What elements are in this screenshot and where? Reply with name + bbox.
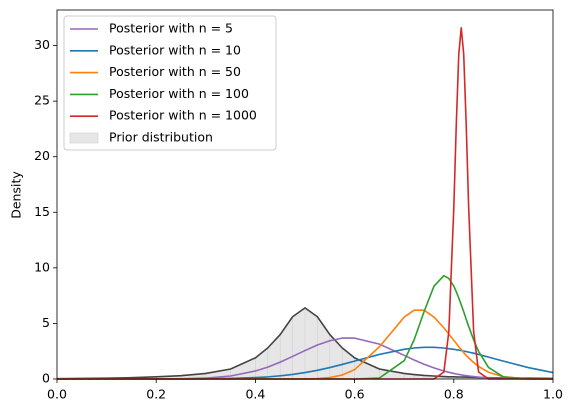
y-tick-label: 25: [34, 93, 50, 108]
x-tick-label: 0.6: [345, 387, 365, 402]
x-tick-label: 0.4: [245, 387, 265, 402]
series-line: [56, 307, 554, 380]
legend-label: Posterior with n = 100: [109, 86, 249, 101]
y-tick-label: 0: [42, 371, 50, 386]
x-tick-label: 1.0: [543, 387, 563, 402]
x-tick-label: 0.2: [146, 387, 166, 402]
legend-label: Prior distribution: [109, 130, 213, 145]
plot-frame: [56, 9, 554, 380]
x-tick-label: 0.8: [444, 387, 464, 402]
y-tick-label: 15: [34, 204, 50, 219]
y-tick-label: 20: [34, 148, 50, 163]
legend-label: Posterior with n = 1000: [109, 108, 257, 123]
legend-patch: [69, 132, 99, 144]
legend-label: Posterior with n = 5: [109, 21, 233, 36]
legend-label: Posterior with n = 50: [109, 64, 241, 79]
y-tick-label: 30: [34, 37, 50, 52]
y-axis-label: Density: [9, 171, 24, 219]
x-tick-label: 0.0: [47, 387, 67, 402]
legend-label: Posterior with n = 10: [109, 42, 241, 57]
legend-box: [63, 15, 277, 151]
y-tick-label: 10: [34, 259, 50, 274]
y-tick-label: 5: [42, 315, 50, 330]
